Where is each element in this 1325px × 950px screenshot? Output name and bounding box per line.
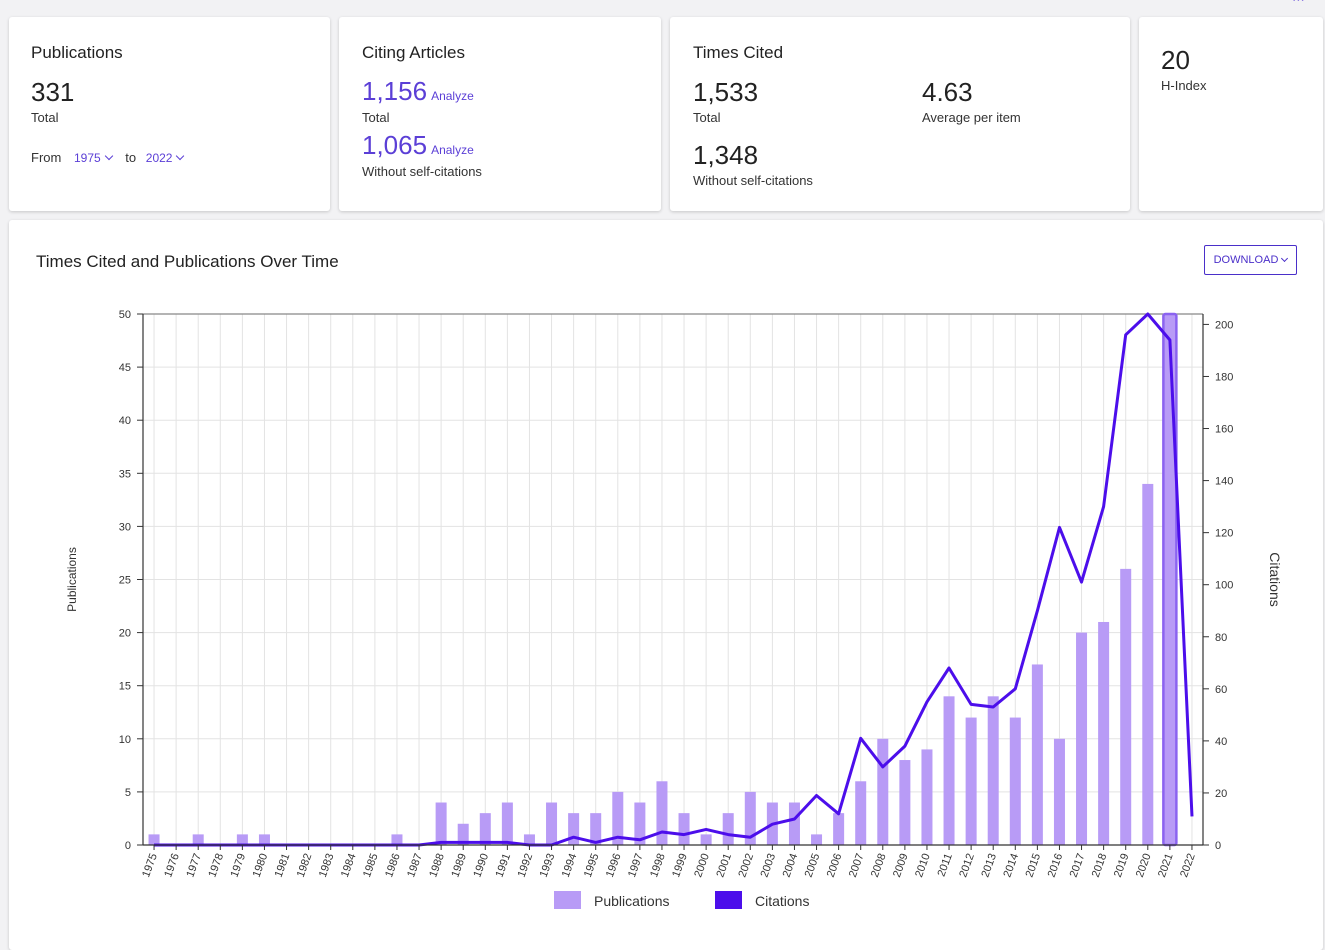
times-cited-without: 1,348 xyxy=(693,140,759,170)
chevron-down-icon xyxy=(104,151,113,161)
citing-total-label: Total xyxy=(362,110,390,125)
download-label: DOWNLOAD xyxy=(1213,254,1279,266)
to-label: to xyxy=(125,150,137,165)
chart-title: Times Cited and Publications Over Time xyxy=(36,252,339,271)
publications-title: Publications xyxy=(31,43,123,62)
times-cited-card: Times Cited 1,533 Total 4.63 Average per… xyxy=(670,17,1130,211)
from-label: From xyxy=(31,150,62,165)
from-year-value: 1975 xyxy=(73,151,101,165)
chart-card xyxy=(9,220,1323,950)
times-cited-title: Times Cited xyxy=(693,43,784,62)
average-per-item: 4.63 xyxy=(922,77,973,107)
h-index-value: 20 xyxy=(1161,45,1190,75)
citing-title: Citing Articles xyxy=(362,43,465,62)
to-year-value: 2022 xyxy=(145,151,173,165)
citing-articles-card: Citing Articles 1,156 Analyze Total 1,065… xyxy=(339,17,661,211)
year-range: From 1975 to 2022 xyxy=(31,150,185,165)
times-cited-total-label: Total xyxy=(693,110,721,125)
h-index-card: 20 H-Index xyxy=(1139,17,1323,211)
publications-total: 331 xyxy=(31,77,75,107)
chevron-down-icon xyxy=(1281,254,1289,262)
times-cited-without-label: Without self-citations xyxy=(693,173,813,188)
h-index-label: H-Index xyxy=(1161,78,1207,93)
times-cited-total: 1,533 xyxy=(693,77,759,107)
citing-without-row: 1,065 Analyze xyxy=(362,130,474,161)
top-right-link[interactable]: ⋯ xyxy=(1292,0,1305,8)
from-year-select[interactable]: 1975 xyxy=(73,151,113,165)
analyze-without-link[interactable]: Analyze xyxy=(431,143,474,157)
citing-total-row: 1,156 Analyze xyxy=(362,76,474,107)
citing-without-label: Without self-citations xyxy=(362,164,482,179)
publications-total-label: Total xyxy=(31,110,59,125)
to-year-select[interactable]: 2022 xyxy=(145,151,185,165)
citing-without: 1,065 xyxy=(362,130,428,160)
analyze-link[interactable]: Analyze xyxy=(431,89,474,103)
download-button[interactable]: DOWNLOAD xyxy=(1204,245,1297,275)
publications-card: Publications 331 Total From 1975 to 2022 xyxy=(9,17,330,211)
chevron-down-icon xyxy=(176,151,185,161)
average-per-item-label: Average per item xyxy=(922,110,1021,125)
citing-total: 1,156 xyxy=(362,76,428,106)
